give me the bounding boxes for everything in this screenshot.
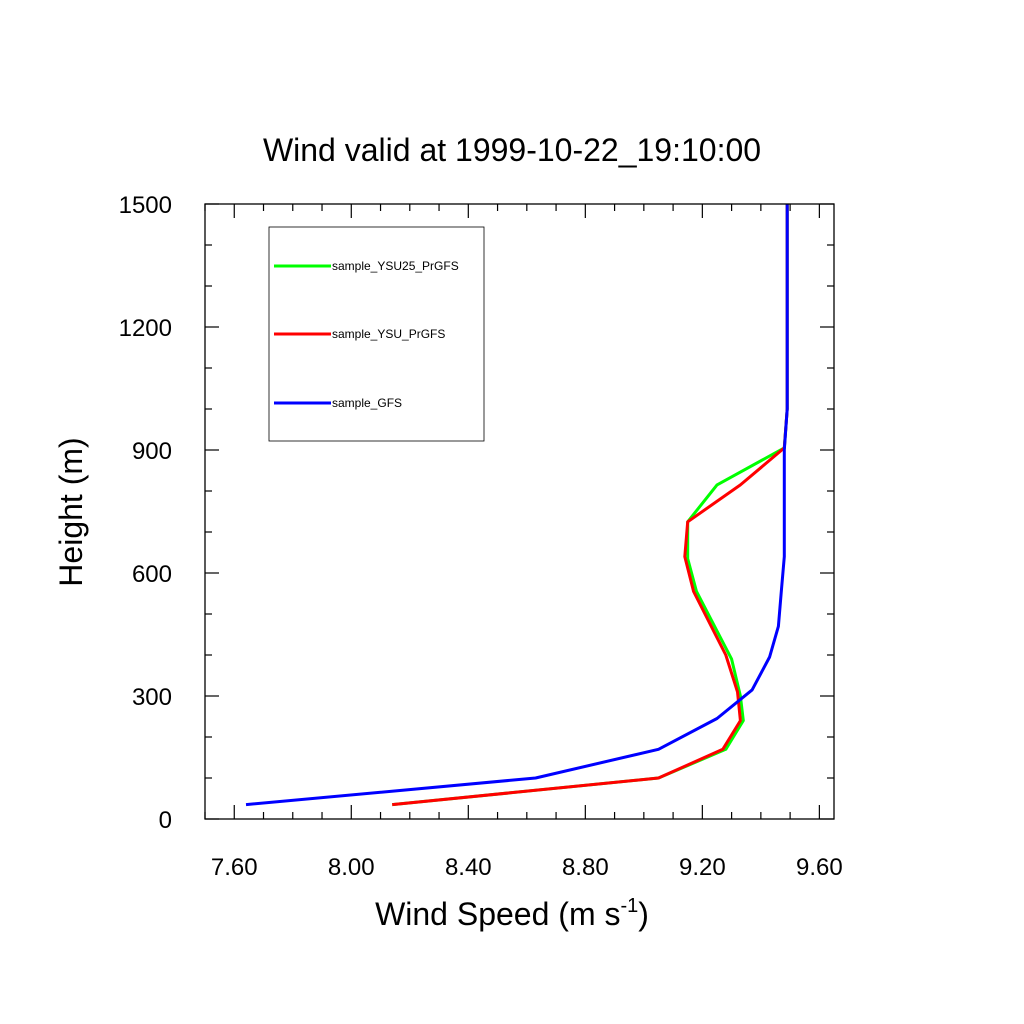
x-tick-label: 8.00 xyxy=(328,854,375,881)
legend-label: sample_GFS xyxy=(332,396,402,410)
y-tick-label: 300 xyxy=(132,684,172,711)
x-tick-label: 8.80 xyxy=(562,854,609,881)
plot-frame xyxy=(204,203,835,820)
x-tick-label: 9.20 xyxy=(679,854,726,881)
x-tick-labels: 7.60 8.00 8.40 8.80 9.20 9.60 xyxy=(211,854,843,881)
legend: sample_YSU25_PrGFS sample_YSU_PrGFSsample… xyxy=(268,226,485,442)
legend-label: sample_YSU25_PrGFS xyxy=(332,259,459,273)
y-axis-title: Height (m) xyxy=(53,437,89,586)
y-tick-label: 600 xyxy=(132,561,172,588)
axis-ticks xyxy=(204,203,834,820)
x-tick-label: 8.40 xyxy=(445,854,492,881)
x-tick-label: 9.60 xyxy=(796,854,843,881)
x-axis-title-superscript: -1 xyxy=(620,895,638,917)
legend-label: sample_YSU_PrGFS xyxy=(332,327,445,341)
legend-item: sample_GFS xyxy=(274,396,402,410)
y-tick-label: 900 xyxy=(132,438,172,465)
chart-title: Wind valid at 1999-10-22_19:10:00 xyxy=(263,132,761,168)
x-axis-title-main: Wind Speed (m s xyxy=(375,896,620,932)
series-line-sample_GFS xyxy=(245,204,789,807)
legend-item: sample_YSU_PrGFS xyxy=(274,327,445,341)
x-tick-label: 7.60 xyxy=(211,854,258,881)
y-tick-label: 1500 xyxy=(119,192,172,219)
x-axis-title-close: ) xyxy=(638,896,649,932)
y-tick-label: 1200 xyxy=(119,315,172,342)
y-tick-labels: 0 300 600 900 1200 1500 xyxy=(119,192,172,834)
y-tick-label: 0 xyxy=(159,807,172,834)
legend-item: sample_YSU25_PrGFS xyxy=(274,259,459,273)
x-axis-title: Wind Speed (m s-1) xyxy=(375,895,649,932)
plot-series-lines xyxy=(245,204,789,807)
